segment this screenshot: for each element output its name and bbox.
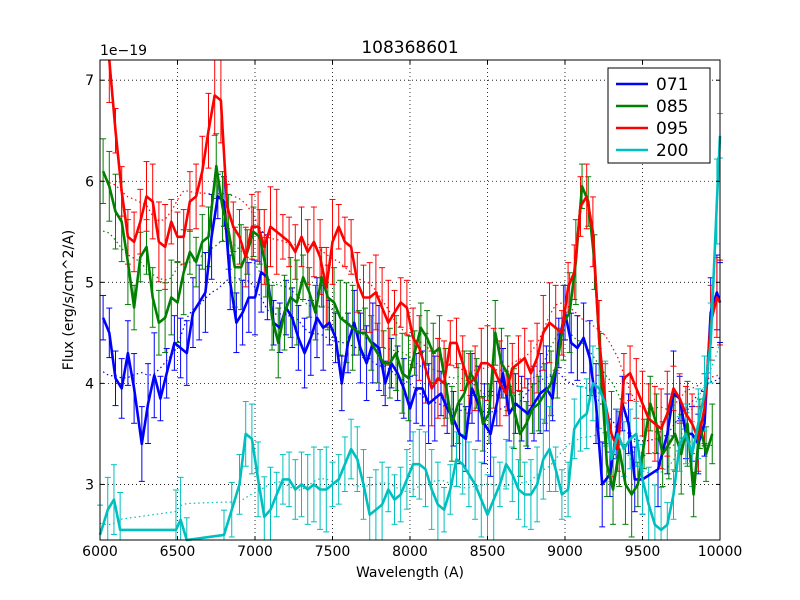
legend-label-095: 095	[656, 119, 688, 139]
series-line-085	[101, 164, 714, 496]
axis-ticks: 6000 6500 7000 7500 8000 8500 9000 9500 10000 3 4 5…	[82, 60, 742, 560]
legend-label-200: 200	[656, 141, 688, 161]
y-offset-label: 1e−19	[100, 43, 147, 59]
y-tick-label: 4	[85, 376, 94, 392]
y-tick-label: 6	[85, 174, 94, 190]
series-lines	[98, 59, 722, 542]
fit-curve-095	[109, 182, 721, 411]
fit-curve-071	[102, 276, 721, 443]
y-tick-label: 5	[85, 275, 94, 291]
x-tick-label: 7000	[237, 544, 273, 560]
x-tick-label: 8000	[392, 544, 428, 560]
x-tick-label: 10000	[698, 544, 743, 560]
y-tick-label: 3	[85, 477, 94, 493]
series-line-095	[108, 59, 722, 451]
x-tick-label: 6500	[160, 544, 196, 560]
y-tick-label: 7	[85, 73, 94, 89]
legend-label-071: 071	[656, 75, 688, 95]
series-line-200	[98, 135, 722, 542]
chart-title: 108368601	[361, 38, 458, 58]
x-axis-label: Wavelength (A)	[356, 565, 464, 581]
x-tick-label: 9500	[625, 544, 661, 560]
y-axis-label: Flux (erg/s/cm^2/A)	[61, 230, 77, 370]
x-tick-label: 9000	[547, 544, 583, 560]
legend-label-085: 085	[656, 97, 688, 117]
x-tick-label: 7500	[315, 544, 351, 560]
x-tick-label: 8500	[470, 544, 506, 560]
x-tick-label: 6000	[82, 544, 118, 560]
